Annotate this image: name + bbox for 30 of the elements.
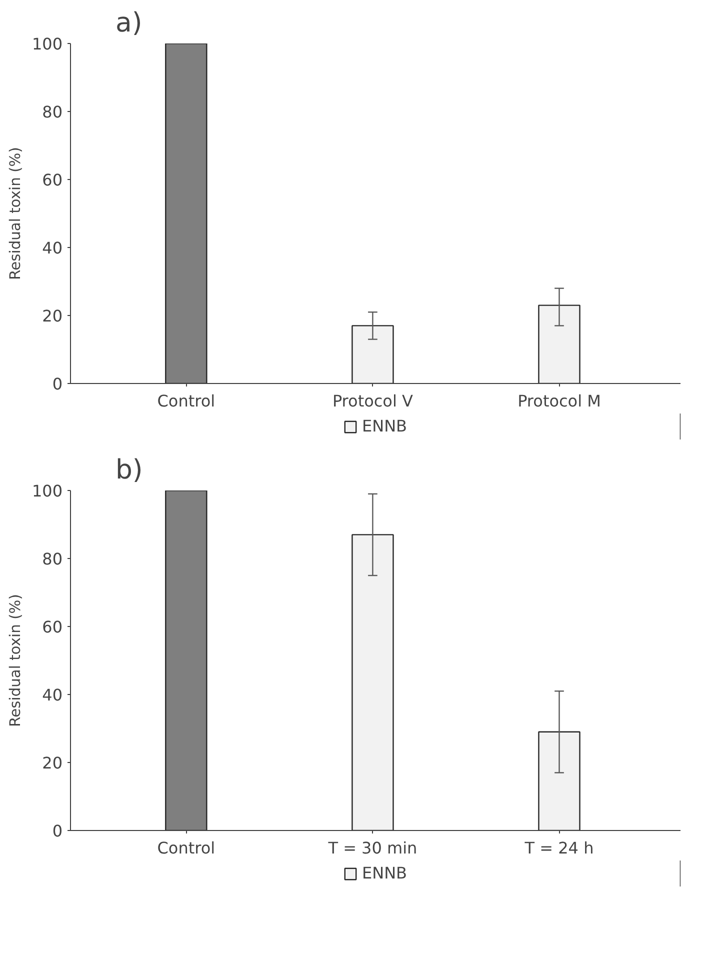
y-tick-label: 100 <box>32 482 63 500</box>
y-tick-label: 100 <box>32 34 63 54</box>
bar <box>538 304 580 384</box>
y-tick-label: 20 <box>42 306 62 326</box>
x-tick-label: Control <box>157 838 216 858</box>
y-tick-label: 80 <box>42 102 62 122</box>
x-tick-label: Protocol V <box>332 392 414 410</box>
y-tick-label: 0 <box>52 822 63 840</box>
legend-label: ENNB <box>362 864 408 882</box>
bar <box>352 325 394 384</box>
y-tick-label: 80 <box>42 550 62 568</box>
bar <box>165 490 208 830</box>
chart-title: a) <box>116 8 142 38</box>
legend-label: ENNB <box>362 416 408 436</box>
y-tick-label: 20 <box>42 754 62 772</box>
x-tick-label: Protocol M <box>518 392 601 410</box>
x-tick-label: T = 24 h <box>524 838 594 858</box>
y-tick-label: 60 <box>42 170 62 190</box>
bar <box>352 534 394 830</box>
y-tick-label: 60 <box>42 618 62 636</box>
x-tick-label: Control <box>157 392 216 410</box>
y-tick-label: 40 <box>42 238 62 258</box>
bar <box>165 44 208 384</box>
y-axis-title: Residual toxin (%) <box>6 594 24 727</box>
chart-title: b) <box>116 454 143 486</box>
y-axis-title: Residual toxin (%) <box>6 147 24 280</box>
x-tick-label: T = 30 min <box>327 838 418 858</box>
y-tick-label: 40 <box>42 686 62 704</box>
bar <box>538 731 580 830</box>
y-tick-label: 0 <box>52 374 63 394</box>
